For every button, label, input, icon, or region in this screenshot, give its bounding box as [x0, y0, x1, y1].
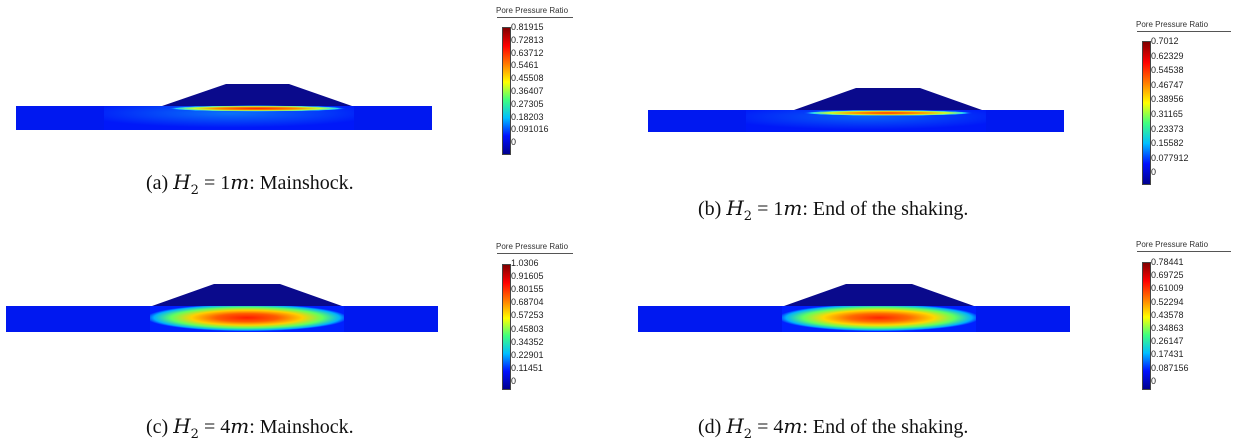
colorbar-tick-label: 0.91605 — [511, 271, 544, 282]
colorbar-tick-label: 0.78441 — [1151, 257, 1184, 267]
colorbar-title: Pore Pressure Ratio — [1136, 20, 1209, 29]
colorbar-tick-label: 0.80155 — [511, 284, 544, 295]
colorbar-tick-label: 0.61009 — [1151, 283, 1184, 294]
colorbar-tick-label: 0.43578 — [1151, 309, 1184, 320]
colorbar-tick-label: 0.54538 — [1151, 65, 1184, 76]
colorbar-tick-label: 0.68704 — [511, 297, 544, 308]
caption-text: : Mainshock. — [249, 416, 354, 438]
colorbar-underline — [1137, 31, 1231, 32]
caption-subscript: 2 — [743, 209, 753, 224]
colorbar-tick-label: 0.69725 — [1151, 270, 1184, 281]
caption-subscript: 2 — [190, 427, 199, 442]
colorbar-tick-label: 0.27305 — [511, 98, 544, 109]
colorbar-tick-label: 0.62329 — [1151, 50, 1184, 61]
caption-unit: m — [230, 414, 250, 438]
colorbar-tick-label: 0.087156 — [1151, 362, 1189, 373]
colorbar-tick-label: 0.45508 — [511, 73, 544, 84]
colorbar-tick-label: 0.15582 — [1151, 138, 1184, 149]
caption-label: (d) — [698, 416, 727, 438]
colorbar-tick-label: 0.34352 — [511, 336, 544, 347]
caption-equals: = 4 — [752, 416, 784, 438]
liquefied-zone — [167, 105, 347, 112]
colorbar-underline — [497, 253, 573, 254]
colorbar-tick-label: 0.077912 — [1151, 152, 1189, 163]
caption-b: (b) H2 = 1m: End of the shaking. — [698, 196, 968, 224]
colorbar-tick-label: 0.23373 — [1151, 123, 1184, 134]
colorbar-tick-label: 0.36407 — [511, 86, 544, 96]
embankment — [784, 284, 974, 306]
caption-text: : End of the shaking. — [802, 416, 969, 438]
simulation-plot-a — [16, 84, 432, 130]
colorbar — [502, 264, 511, 390]
colorbar-tick-label: 0.5461 — [511, 60, 539, 71]
simulation-plot-d — [638, 284, 1070, 332]
caption-label: (a) — [146, 172, 174, 194]
colorbar-tick-label: 0.81915 — [511, 22, 544, 32]
caption-variable: H — [726, 414, 744, 438]
liquefied-zone — [150, 306, 344, 332]
colorbar-tick-label: 0.18203 — [511, 111, 544, 122]
caption-variable: H — [173, 414, 191, 438]
colorbar-tick-label: 0 — [1151, 375, 1157, 386]
colorbar-tick-label: 0.46747 — [1151, 79, 1184, 90]
colorbar-tick-label: 0.38956 — [1151, 94, 1184, 105]
liquefied-zone — [782, 306, 976, 332]
caption-unit: m — [230, 170, 250, 194]
colorbar-tick-label: 0.22901 — [511, 349, 544, 360]
colorbar-title: Pore Pressure Ratio — [1136, 240, 1209, 249]
caption-c: (c) H2 = 4m: Mainshock. — [146, 414, 354, 442]
caption-equals: = 1 — [752, 198, 784, 220]
caption-subscript: 2 — [743, 427, 753, 442]
caption-equals: = 4 — [198, 416, 231, 438]
colorbar-tick-label: 0.45803 — [511, 323, 544, 334]
caption-label: (b) — [698, 198, 727, 220]
simulation-plot-b — [648, 88, 1064, 132]
simulation-plot-c — [6, 284, 438, 332]
colorbar-tick-label: 0.31165 — [1151, 109, 1183, 119]
caption-equals: = 1 — [198, 172, 231, 194]
liquefied-zone — [802, 110, 974, 116]
colorbar-underline — [497, 17, 573, 18]
colorbar-underline — [1137, 251, 1231, 252]
colorbar-tick-label: 0.52294 — [1151, 296, 1184, 307]
colorbar-tick-label: 0.72813 — [511, 34, 544, 45]
colorbar — [1142, 262, 1151, 390]
colorbar-tick-label: 0 — [511, 137, 517, 148]
caption-label: (c) — [146, 416, 174, 438]
caption-subscript: 2 — [190, 183, 199, 198]
caption-variable: H — [173, 170, 191, 194]
colorbar-tick-label: 0.7012 — [1151, 36, 1179, 46]
caption-text: : Mainshock. — [249, 172, 354, 194]
colorbar-tick-label: 0 — [511, 375, 517, 386]
caption-d: (d) H2 = 4m: End of the shaking. — [698, 414, 968, 442]
colorbar-title: Pore Pressure Ratio — [496, 6, 569, 15]
caption-text: : End of the shaking. — [802, 198, 969, 220]
colorbar-tick-label: 1.0306 — [511, 258, 539, 268]
colorbar-tick-label: 0.57253 — [511, 310, 544, 321]
colorbar-tick-label: 0.091016 — [511, 124, 549, 135]
embankment — [162, 84, 352, 106]
colorbar-tick-label: 0 — [1151, 167, 1157, 178]
colorbar-tick-label: 0.17431 — [1151, 349, 1184, 360]
caption-variable: H — [726, 196, 744, 220]
colorbar-tick-label: 0.63712 — [511, 47, 544, 58]
colorbar-tick-label: 0.26147 — [1151, 336, 1184, 347]
embankment — [794, 88, 982, 110]
colorbar-title: Pore Pressure Ratio — [496, 242, 569, 251]
caption-unit: m — [783, 414, 803, 438]
caption-a: (a) H2 = 1m: Mainshock. — [146, 170, 354, 198]
colorbar-tick-label: 0.11451 — [511, 362, 543, 373]
colorbar — [502, 27, 511, 155]
embankment — [152, 284, 342, 306]
caption-unit: m — [783, 196, 803, 220]
colorbar-tick-label: 0.34863 — [1151, 323, 1184, 333]
colorbar — [1142, 41, 1151, 185]
